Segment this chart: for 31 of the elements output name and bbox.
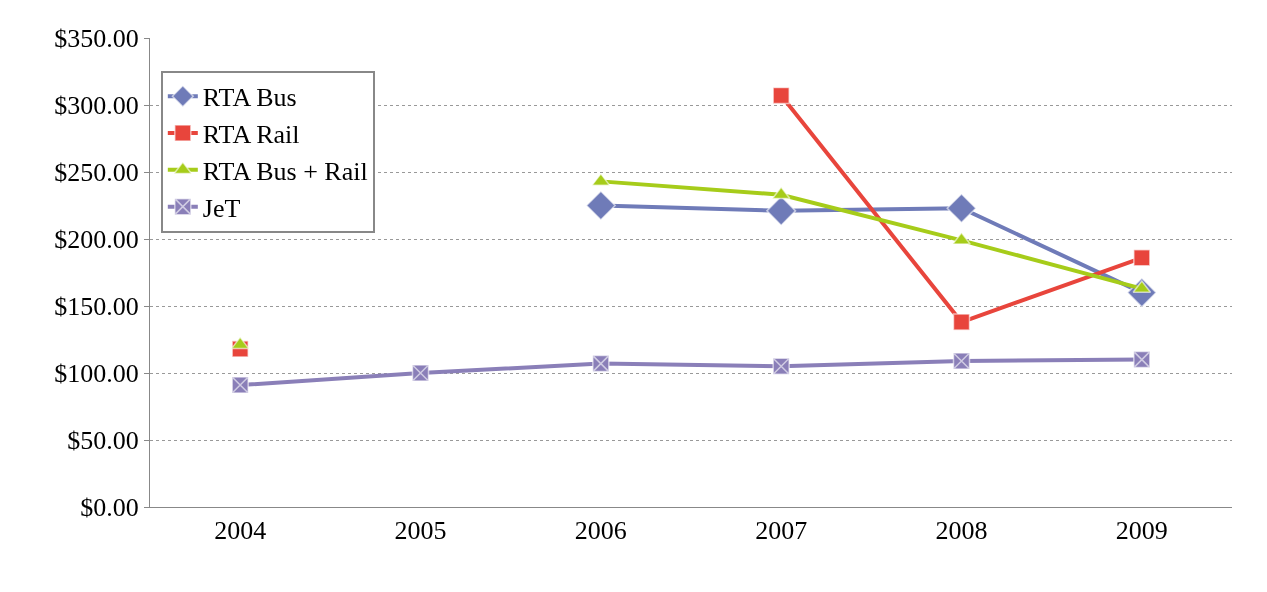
legend-label: RTA Rail bbox=[202, 120, 300, 150]
y-tick-label: $0.00 bbox=[80, 493, 139, 523]
y-tick-label: $100.00 bbox=[54, 359, 139, 389]
x-tick-label: 2007 bbox=[755, 516, 808, 546]
x-tick-label: 2004 bbox=[214, 516, 267, 546]
point bbox=[946, 193, 977, 224]
point bbox=[952, 313, 971, 331]
point bbox=[952, 352, 971, 370]
y-tick-label: $300.00 bbox=[54, 91, 139, 121]
x-tick-label: 2006 bbox=[574, 516, 627, 546]
legend-label: JeT bbox=[202, 193, 241, 223]
y-tick-label: $250.00 bbox=[54, 158, 139, 188]
point bbox=[585, 190, 616, 221]
y-tick-label: $50.00 bbox=[67, 426, 139, 456]
point bbox=[231, 376, 249, 394]
point bbox=[771, 186, 791, 200]
x-tick-label: 2008 bbox=[935, 516, 988, 546]
y-tick-label: $150.00 bbox=[54, 292, 139, 322]
point bbox=[230, 336, 250, 350]
point bbox=[772, 357, 790, 376]
legend-label: RTA Bus + Rail bbox=[202, 156, 368, 186]
point bbox=[772, 86, 790, 105]
x-tick-label: 2009 bbox=[1115, 516, 1168, 546]
point bbox=[1133, 350, 1151, 369]
x-tick-label: 2005 bbox=[394, 516, 447, 546]
point bbox=[411, 364, 430, 382]
y-tick-label: $350.00 bbox=[54, 24, 139, 54]
point bbox=[1133, 249, 1151, 267]
y-tick-label: $200.00 bbox=[54, 225, 139, 255]
point bbox=[592, 354, 610, 373]
legend-label: RTA Bus bbox=[202, 83, 297, 113]
